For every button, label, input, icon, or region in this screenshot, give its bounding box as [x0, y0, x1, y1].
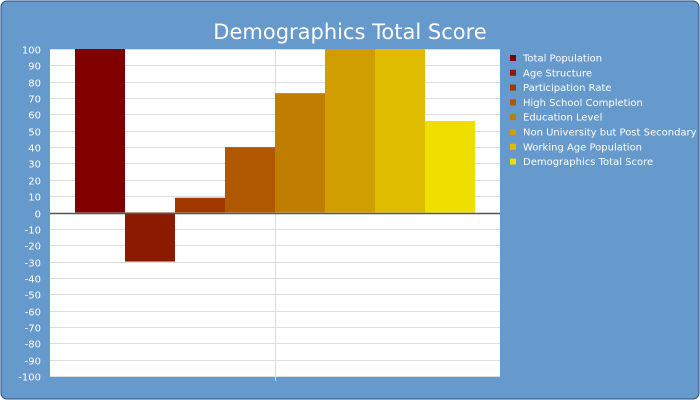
- legend-label: High School Completion: [523, 98, 643, 109]
- legend-label: Participation Rate: [523, 83, 612, 94]
- legend-label: Total Population: [522, 54, 602, 65]
- legend: Total Population Age Structure Participati…: [510, 54, 697, 168]
- bar: [425, 120, 475, 213]
- bar: [225, 147, 275, 213]
- legend-swatch: [510, 114, 516, 121]
- y-tick-label: 20: [28, 177, 41, 188]
- legend-swatch: [510, 55, 516, 61]
- legend-label: Demographics Total Score: [523, 157, 653, 168]
- y-tick-label: -50: [25, 291, 41, 302]
- bar: [375, 49, 425, 213]
- legend-swatch: [510, 69, 516, 76]
- bar: [275, 93, 325, 213]
- legend-swatch: [510, 143, 516, 150]
- y-tick-label: 10: [28, 193, 41, 204]
- chart-title: Demographics Total Score: [213, 20, 486, 44]
- y-tick-label: -20: [25, 242, 41, 253]
- y-tick-label: 100: [22, 46, 41, 57]
- y-tick-label: 70: [28, 95, 41, 106]
- legend-swatch: [510, 84, 516, 91]
- legend-label: Non University but Post Secondary: [523, 128, 697, 139]
- y-tick-label: -100: [18, 373, 41, 384]
- legend-label: Working Age Population: [523, 142, 642, 153]
- bar: [325, 49, 375, 213]
- y-tick-label: 30: [28, 160, 41, 171]
- bars: [75, 49, 475, 262]
- y-tick-label: -10: [25, 226, 41, 237]
- y-tick-label: -40: [25, 275, 41, 286]
- y-tick-label: -70: [25, 324, 41, 335]
- bar: [75, 49, 125, 213]
- y-tick-label: 60: [28, 111, 41, 122]
- y-tick-label: 90: [28, 62, 41, 73]
- y-axis: 1009080706050403020100-10-20-30-40-50-60…: [18, 46, 41, 384]
- legend-swatch: [510, 99, 516, 106]
- bar: [125, 212, 175, 262]
- y-tick-label: 50: [28, 128, 41, 139]
- legend-label: Education Level: [523, 113, 602, 124]
- y-tick-label: 80: [28, 79, 41, 90]
- y-tick-label: -60: [25, 308, 41, 319]
- legend-label: Age Structure: [523, 68, 592, 79]
- y-tick-label: -80: [25, 340, 41, 351]
- legend-swatch: [510, 158, 516, 165]
- y-tick-label: -30: [25, 259, 41, 270]
- bar: [175, 197, 225, 213]
- y-tick-label: 0: [35, 210, 41, 221]
- y-tick-label: -90: [25, 357, 41, 368]
- legend-swatch: [510, 129, 516, 135]
- y-tick-label: 40: [28, 144, 41, 155]
